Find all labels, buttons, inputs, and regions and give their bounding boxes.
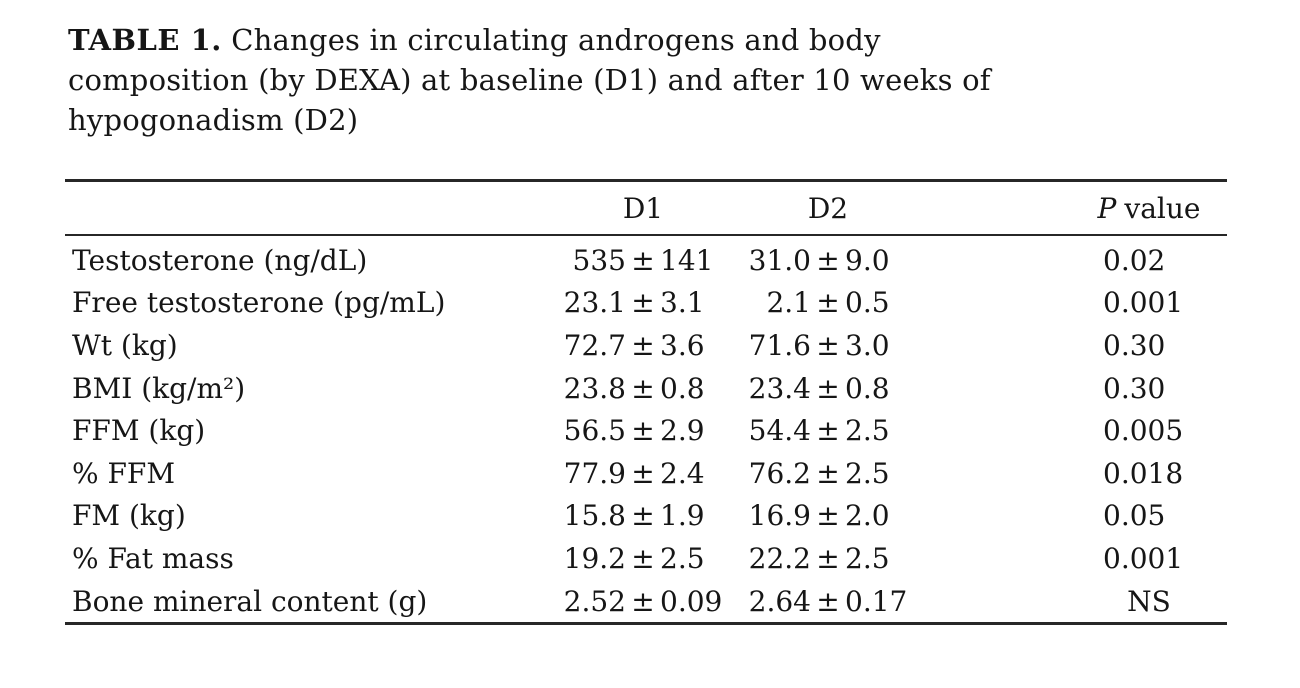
- d1-value: 23.8 ±0.8: [563, 371, 705, 405]
- plus-minus-symbol: ±: [631, 286, 655, 320]
- p-value: 0.001: [1103, 541, 1184, 575]
- plus-minus-symbol: ±: [631, 414, 655, 448]
- table-row: BMI (kg/m²) 23.8 ±0.8 23.4 ±0.8 0.30: [65, 367, 1227, 410]
- table-bottom-rule: [65, 622, 1227, 625]
- caption-line-1-text: Changes in circulating androgens and bod…: [221, 23, 881, 57]
- plus-minus-symbol: ±: [816, 286, 840, 320]
- d2-value: 22.2 ±2.5: [748, 541, 890, 575]
- table-row: Testosterone (ng/dL) 535 ±141 31.0 ±9.0 0.…: [65, 239, 1227, 282]
- plus-minus-symbol: ±: [631, 243, 655, 277]
- row-label: BMI (kg/m²): [72, 371, 246, 405]
- row-label: Testosterone (ng/dL): [72, 243, 368, 277]
- p-symbol: P: [1097, 191, 1117, 225]
- row-label: % FFM: [72, 456, 176, 490]
- d1-value: 72.7 ±3.6: [563, 328, 705, 362]
- table-row: Bone mineral content (g) 2.52 ±0.09 2.64 ±…: [65, 580, 1227, 623]
- plus-minus-symbol: ±: [631, 456, 655, 490]
- p-value: 0.02: [1103, 243, 1166, 277]
- plus-minus-symbol: ±: [816, 243, 840, 277]
- table-row: Wt (kg) 72.7 ±3.6 71.6 ±3.0 0.30: [65, 324, 1227, 367]
- p-value: 0.30: [1103, 328, 1166, 362]
- plus-minus-symbol: ±: [631, 328, 655, 362]
- column-header-d2: D2: [807, 191, 849, 225]
- d2-value: 2.1 ±0.5: [766, 286, 890, 320]
- plus-minus-symbol: ±: [816, 456, 840, 490]
- column-header-d1: D1: [622, 191, 664, 225]
- d2-value: 76.2 ±2.5: [748, 456, 890, 490]
- table-body: Testosterone (ng/dL) 535 ±141 31.0 ±9.0 0.…: [65, 239, 1227, 622]
- plus-minus-symbol: ±: [631, 584, 655, 618]
- p-value: 0.30: [1103, 371, 1166, 405]
- plus-minus-symbol: ±: [816, 414, 840, 448]
- caption-line-3: hypogonadism (D2): [68, 103, 359, 137]
- d1-value: 535 ±141: [572, 243, 714, 277]
- table-row: FM (kg) 15.8 ±1.9 16.9 ±2.0 0.05: [65, 495, 1227, 538]
- table-number-label: TABLE 1.: [68, 23, 222, 57]
- d1-value: 15.8 ±1.9: [563, 499, 705, 533]
- p-value: NS: [1127, 584, 1171, 618]
- table-caption: TABLE 1. Changes in circulating androgen…: [68, 20, 1208, 140]
- row-label: Wt (kg): [72, 328, 178, 362]
- row-label: FM (kg): [72, 499, 186, 533]
- plus-minus-symbol: ±: [631, 371, 655, 405]
- table-row: Free testosterone (pg/mL) 23.1 ±3.1 2.1 ±0…: [65, 282, 1227, 325]
- d2-value: 16.9 ±2.0: [748, 499, 890, 533]
- plus-minus-symbol: ±: [816, 371, 840, 405]
- plus-minus-symbol: ±: [631, 541, 655, 575]
- d1-value: 23.1 ±3.1: [563, 286, 705, 320]
- row-label: Free testosterone (pg/mL): [72, 286, 446, 320]
- p-value: 0.001: [1103, 286, 1184, 320]
- table-top-rule: [65, 179, 1227, 182]
- table-row: FFM (kg) 56.5 ±2.9 54.4 ±2.5 0.005: [65, 409, 1227, 452]
- plus-minus-symbol: ±: [816, 499, 840, 533]
- table-row: % Fat mass 19.2 ±2.5 22.2 ±2.5 0.001: [65, 537, 1227, 580]
- row-label: FFM (kg): [72, 414, 206, 448]
- d2-value: 23.4 ±0.8: [748, 371, 890, 405]
- table-row: % FFM 77.9 ±2.4 76.2 ±2.5 0.018: [65, 452, 1227, 495]
- plus-minus-symbol: ±: [631, 499, 655, 533]
- d1-value: 77.9 ±2.4: [563, 456, 705, 490]
- p-value: 0.018: [1103, 456, 1184, 490]
- p-value: 0.005: [1103, 414, 1184, 448]
- caption-line-2: composition (by DEXA) at baseline (D1) a…: [68, 63, 991, 97]
- d2-value: 31.0 ±9.0: [748, 243, 890, 277]
- p-value-word: value: [1124, 191, 1201, 225]
- d1-value: 2.52 ±0.09: [563, 584, 723, 618]
- d2-value: 2.64 ±0.17: [748, 584, 908, 618]
- plus-minus-symbol: ±: [816, 328, 840, 362]
- d1-value: 56.5 ±2.9: [563, 414, 705, 448]
- row-label: Bone mineral content (g): [72, 584, 428, 618]
- d2-value: 71.6 ±3.0: [748, 328, 890, 362]
- plus-minus-symbol: ±: [816, 584, 840, 618]
- p-value: 0.05: [1103, 499, 1166, 533]
- row-label: % Fat mass: [72, 541, 234, 575]
- d2-value: 54.4 ±2.5: [748, 414, 890, 448]
- d1-value: 19.2 ±2.5: [563, 541, 705, 575]
- table-header-rule: [65, 234, 1227, 236]
- caption-line-1: TABLE 1. Changes in circulating androgen…: [68, 20, 1208, 60]
- plus-minus-symbol: ±: [816, 541, 840, 575]
